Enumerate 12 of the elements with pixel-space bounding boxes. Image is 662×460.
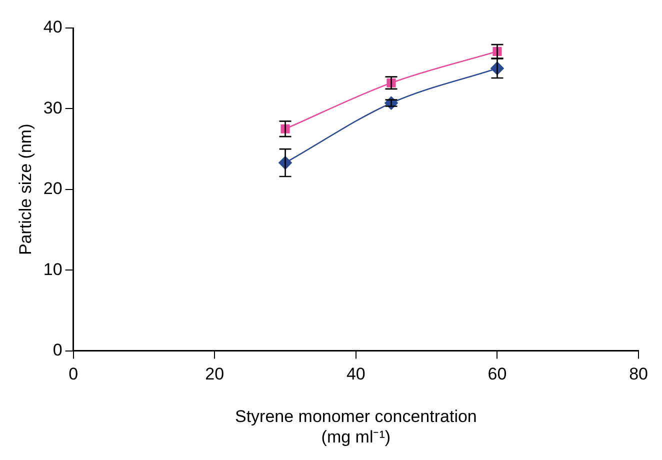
y-tick-label: 20 <box>43 179 62 198</box>
x-tick-label: 20 <box>205 364 224 384</box>
y-tick-label: 30 <box>43 98 62 118</box>
x-tick-label: 60 <box>488 364 507 384</box>
y-axis-title: Particle size (nm) <box>16 124 35 256</box>
y-tick-label: 40 <box>43 18 62 37</box>
y-tick-label: 0 <box>52 340 62 360</box>
y-tick-label: 10 <box>43 260 62 279</box>
x-tick-label: 80 <box>629 364 648 384</box>
x-axis-title: Styrene monomer concentration (mg ml⁻¹) <box>234 407 477 446</box>
x-tick-label: 0 <box>68 364 78 384</box>
x-tick-label: 40 <box>346 364 366 384</box>
